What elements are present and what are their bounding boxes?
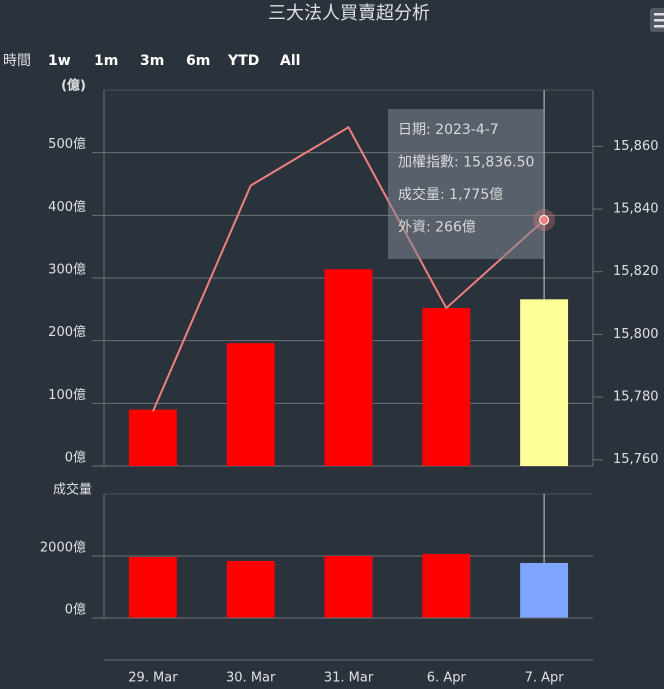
menu-button[interactable] (650, 8, 664, 32)
range-button[interactable]: 3m (140, 53, 164, 69)
chart-title: 三大法人買賣超分析 (268, 3, 430, 24)
y2-tick-label: 15,860 (613, 139, 659, 154)
y-axis-title: (億) (61, 78, 86, 94)
tooltip (388, 109, 545, 259)
bar (324, 269, 373, 466)
bar (324, 556, 373, 618)
y-tick-label: 400億 (48, 199, 86, 215)
y-tick-label: 200億 (48, 324, 86, 340)
y-tick-label: 2000億 (40, 540, 86, 556)
bar (226, 343, 275, 466)
bar (128, 409, 177, 466)
menu-line (654, 19, 664, 22)
y-tick-label: 0億 (65, 450, 86, 466)
tooltip-line: 加權指數: 15,836.50 (398, 155, 534, 171)
y-axis-title: 成交量 (53, 482, 92, 498)
y-tick-label: 300億 (48, 262, 86, 278)
y-tick-label: 100億 (48, 387, 86, 403)
range-button[interactable]: YTD (227, 53, 259, 69)
range-button[interactable]: 6m (186, 53, 210, 69)
range-button[interactable]: All (280, 53, 300, 69)
y-tick-label: 0億 (65, 602, 86, 618)
range-button[interactable]: 1w (48, 53, 71, 69)
bar (226, 560, 275, 618)
tooltip-line: 成交量: 1,775億 (398, 186, 503, 203)
hover-marker (539, 215, 550, 226)
x-tick-label: 30. Mar (226, 671, 276, 686)
tooltip-line: 外資: 266億 (398, 220, 476, 236)
y2-tick-label: 15,800 (613, 327, 659, 342)
y2-tick-label: 15,820 (613, 264, 659, 279)
x-tick-label: 31. Mar (324, 671, 374, 686)
y2-tick-label: 15,760 (613, 452, 659, 467)
menu-line (654, 25, 664, 28)
line (151, 125, 545, 412)
x-tick-label: 29. Mar (128, 671, 178, 686)
y-tick-label: 500億 (48, 136, 86, 152)
bar (128, 556, 177, 618)
x-tick-label: 6. Apr (427, 671, 467, 686)
x-tick-label: 7. Apr (525, 671, 565, 686)
y2-tick-label: 15,780 (613, 390, 659, 405)
bar (422, 308, 471, 466)
range-button[interactable]: 1m (94, 53, 118, 69)
bar (520, 562, 569, 618)
tooltip-line: 日期: 2023-4-7 (398, 122, 499, 138)
range-label: 時間 (3, 53, 31, 69)
bar (422, 553, 471, 618)
bar (520, 299, 569, 466)
y2-tick-label: 15,840 (613, 202, 659, 217)
menu-line (654, 13, 664, 16)
